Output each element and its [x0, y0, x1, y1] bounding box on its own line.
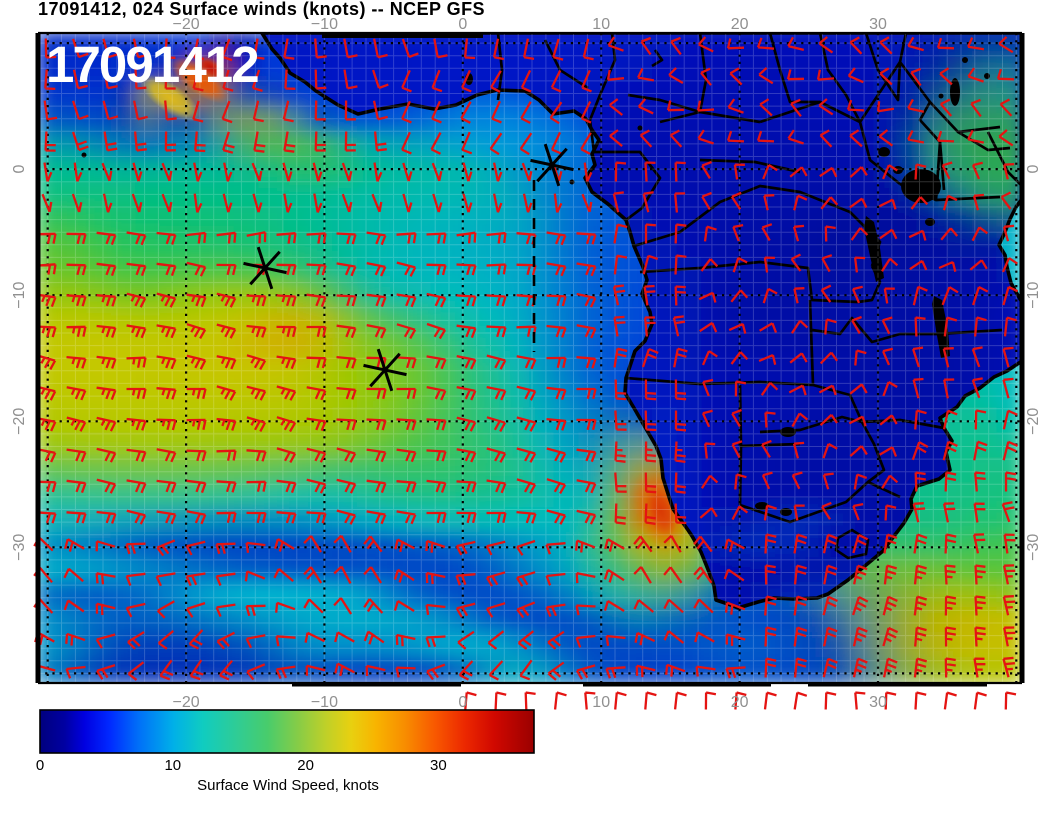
svg-text:0: 0: [36, 757, 44, 774]
svg-text:0: 0: [1025, 165, 1042, 174]
svg-text:10: 10: [592, 16, 610, 33]
svg-text:20: 20: [731, 16, 749, 33]
svg-text:0: 0: [458, 16, 467, 33]
svg-text:20: 20: [731, 694, 749, 711]
svg-text:30: 30: [869, 16, 887, 33]
svg-text:30: 30: [869, 694, 887, 711]
svg-text:Surface Wind Speed, knots: Surface Wind Speed, knots: [197, 777, 379, 794]
svg-text:−20: −20: [1025, 408, 1042, 435]
svg-text:−30: −30: [1025, 534, 1042, 561]
svg-text:17091412: 17091412: [46, 36, 258, 93]
svg-text:−20: −20: [173, 16, 200, 33]
svg-text:30: 30: [430, 757, 447, 774]
svg-text:20: 20: [297, 757, 314, 774]
svg-text:−10: −10: [1025, 282, 1042, 309]
svg-text:0: 0: [11, 165, 28, 174]
svg-text:−10: −10: [311, 694, 338, 711]
svg-text:0: 0: [458, 694, 467, 711]
svg-text:10: 10: [164, 757, 181, 774]
svg-text:−10: −10: [11, 282, 28, 309]
svg-text:−30: −30: [11, 534, 28, 561]
svg-text:−20: −20: [11, 408, 28, 435]
svg-text:−10: −10: [311, 16, 338, 33]
svg-text:10: 10: [592, 694, 610, 711]
svg-text:−20: −20: [173, 694, 200, 711]
